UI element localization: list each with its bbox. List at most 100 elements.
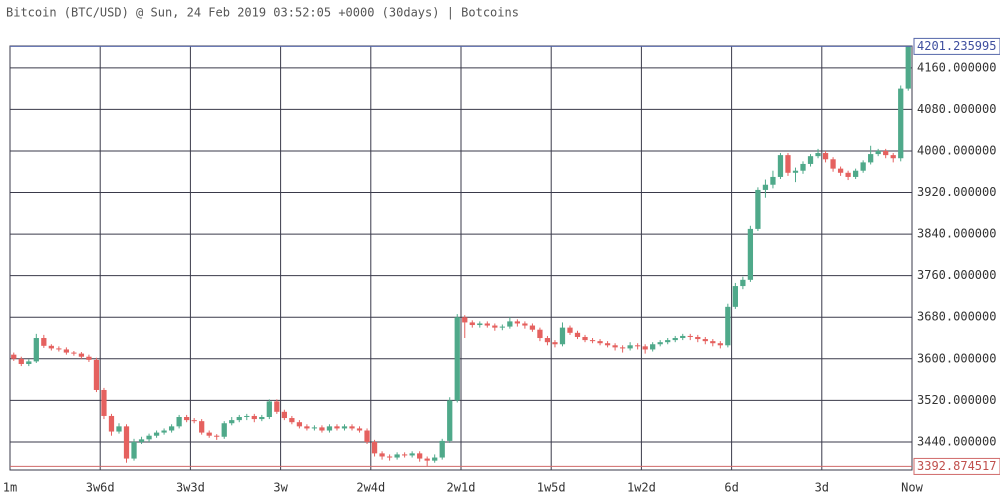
candle-body	[462, 317, 468, 323]
x-tick-label: 1w2d	[627, 481, 656, 495]
candle-body	[424, 458, 430, 461]
candle-body	[319, 427, 325, 431]
candle-body	[439, 440, 445, 458]
candle-body	[807, 156, 814, 164]
candle-body	[334, 426, 340, 429]
candle-body	[552, 342, 558, 345]
candle-body	[492, 325, 498, 328]
candle-body	[650, 344, 656, 350]
candle-body	[657, 342, 663, 345]
x-tick-label: 3w6d	[86, 481, 115, 495]
candle-body	[296, 422, 303, 427]
y-tick-label: 4080.000000	[917, 102, 996, 116]
chart-title: Bitcoin (BTC/USD) @ Sun, 24 Feb 2019 03:…	[6, 6, 519, 20]
candle-body	[507, 321, 513, 327]
candle-body	[123, 426, 130, 459]
candle-body	[604, 343, 611, 346]
candle-body	[852, 170, 859, 177]
candle-body	[868, 154, 874, 163]
candle-body	[770, 176, 776, 185]
min-price-box	[913, 457, 1000, 475]
candle-body	[755, 189, 761, 229]
y-tick-label: 3440.000000	[917, 434, 996, 448]
candle-body	[221, 423, 227, 437]
candle-body	[48, 345, 54, 349]
candle-body	[116, 426, 122, 432]
candle-body	[559, 327, 566, 345]
x-tick-label: 1m	[3, 481, 17, 495]
y-tick-label: 3920.000000	[917, 185, 996, 199]
grid	[9, 45, 913, 471]
x-tick-label: 3w3d	[176, 481, 205, 495]
candle-body	[26, 361, 32, 364]
candle-body	[477, 323, 483, 326]
x-tick-label: 1w5d	[537, 481, 566, 495]
candle-body	[544, 338, 551, 343]
candle-body	[860, 162, 866, 171]
candle-body	[401, 454, 408, 456]
candle-body	[108, 415, 115, 432]
x-tick-label: 2w1d	[447, 481, 476, 495]
candle-body	[837, 168, 844, 173]
candle-body	[229, 420, 235, 424]
candle-body	[800, 163, 806, 171]
candle-body	[101, 389, 107, 416]
candle-body	[281, 411, 287, 419]
candle-body	[589, 340, 596, 342]
candle-body	[176, 417, 182, 427]
candle-body	[597, 341, 603, 344]
candle-body	[432, 457, 438, 461]
candle-body	[898, 88, 904, 159]
candle-body	[642, 346, 648, 350]
candle-body	[161, 430, 167, 433]
labels: 3440.000000 3520.000000 3600.000000 3680.00…	[3, 37, 1000, 495]
candle-body	[206, 432, 212, 436]
candle-body	[619, 347, 626, 349]
candle-body	[326, 426, 333, 431]
candle-body	[259, 417, 265, 420]
candle-body	[905, 46, 911, 89]
candle-body	[244, 415, 250, 417]
candle-body	[529, 325, 536, 330]
x-tick-label: Now	[901, 481, 923, 495]
candle-body	[845, 172, 851, 177]
candle-body	[484, 323, 490, 326]
y-tick-label: 3680.000000	[917, 310, 996, 324]
candle-body	[710, 341, 716, 344]
candle-body	[822, 153, 829, 160]
candle-body	[138, 439, 145, 442]
candle-body	[785, 155, 791, 173]
last-price-box	[913, 37, 1000, 55]
candle-body	[63, 349, 70, 353]
candle-body	[266, 401, 272, 417]
candle-body	[56, 348, 62, 350]
candle-body	[747, 228, 754, 280]
candle-body	[514, 321, 521, 324]
x-tick-label: 6d	[724, 481, 738, 495]
candle-body	[236, 417, 242, 421]
y-tick-label: 3520.000000	[917, 393, 996, 407]
candle-body	[777, 155, 784, 177]
candle-body	[447, 400, 453, 441]
candle-body	[680, 335, 686, 339]
candle-body	[356, 428, 363, 431]
y-tick-label: 4160.000000	[917, 60, 996, 74]
candle-body	[830, 159, 836, 169]
candle-body	[740, 279, 746, 287]
candle-body	[582, 336, 588, 341]
candle-body	[191, 420, 197, 422]
candle-body	[153, 432, 160, 436]
candle-body	[875, 150, 881, 155]
candle-body	[394, 454, 400, 458]
candle-body	[349, 426, 355, 429]
y-tick-label: 3840.000000	[917, 227, 996, 241]
candle-body	[93, 359, 100, 390]
candle-body	[883, 150, 889, 156]
candle-body	[199, 421, 205, 433]
candle-body	[499, 326, 505, 328]
candle-body	[815, 153, 821, 157]
candle-body	[341, 426, 348, 429]
